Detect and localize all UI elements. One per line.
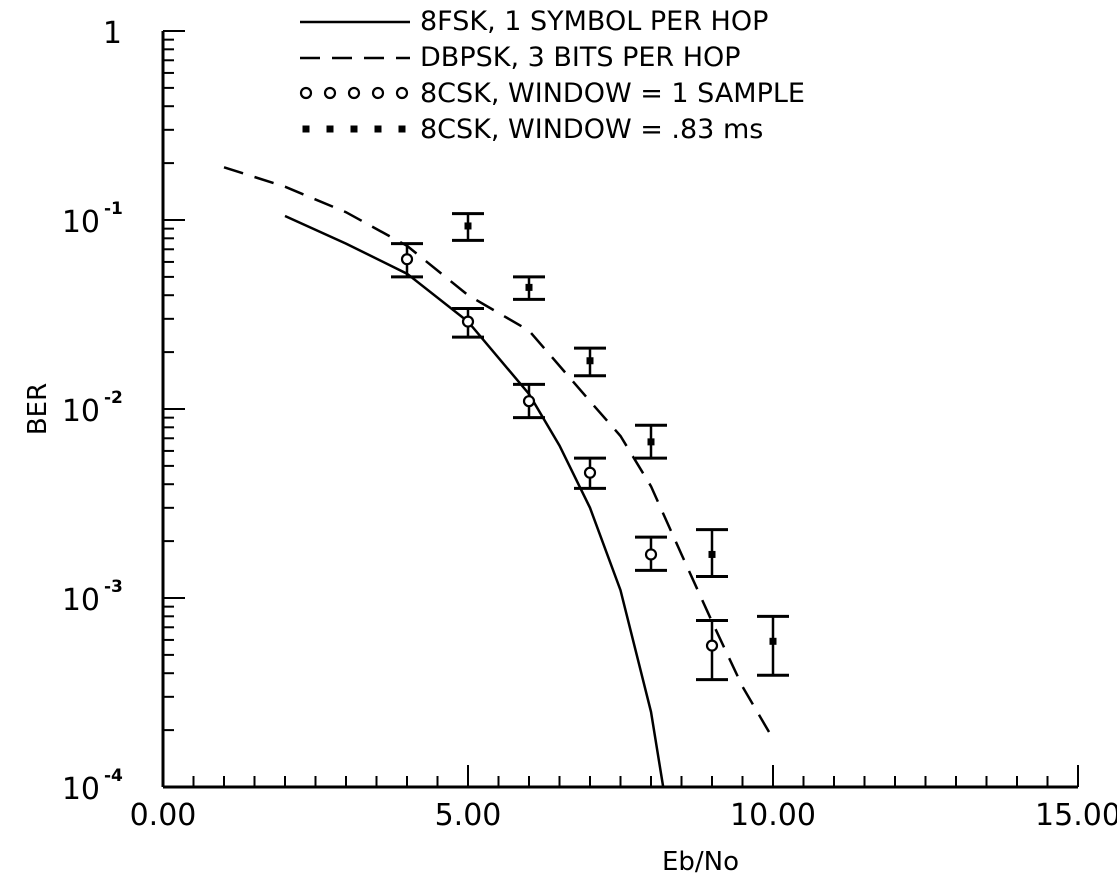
legend-swatch-circle bbox=[347, 86, 361, 100]
y-tick-base: 10 bbox=[62, 205, 100, 240]
data-point-star bbox=[708, 550, 716, 558]
legend-label: 8CSK, WINDOW = 1 SAMPLE bbox=[420, 78, 805, 109]
data-point-circle bbox=[705, 639, 719, 652]
legend-swatch-star bbox=[302, 125, 310, 133]
legend-label: 8CSK, WINDOW = .83 ms bbox=[420, 114, 763, 145]
legend-swatch-circle bbox=[371, 86, 385, 100]
data-point-star bbox=[647, 438, 655, 446]
x-tick-label: 0.00 bbox=[130, 798, 197, 833]
y-axis-label: BER bbox=[23, 383, 53, 435]
x-axis-label: Eb/No bbox=[662, 847, 739, 877]
data-point-star bbox=[586, 357, 594, 365]
legend-swatch-circle bbox=[395, 86, 409, 100]
y-tick-exponent: -4 bbox=[104, 766, 123, 786]
data-point-circle bbox=[461, 315, 475, 328]
y-tick-base: 10 bbox=[62, 772, 100, 807]
x-tick-label: 5.00 bbox=[435, 798, 502, 833]
data-point-star bbox=[464, 222, 472, 230]
legend-swatch-star bbox=[350, 125, 358, 133]
data-point-circle bbox=[644, 548, 658, 561]
y-tick-base: 1 bbox=[103, 16, 122, 51]
x-tick-label: 10.00 bbox=[730, 798, 816, 833]
legend-swatch-star bbox=[326, 125, 334, 133]
y-tick-exponent: -1 bbox=[104, 199, 123, 219]
legend-label: DBPSK, 3 BITS PER HOP bbox=[420, 42, 741, 73]
data-point-circle bbox=[522, 395, 536, 408]
data-point-star bbox=[525, 283, 533, 291]
series-line-8fsk bbox=[284, 214, 665, 788]
data-point-circle bbox=[583, 466, 597, 479]
legend-swatch-star bbox=[398, 125, 406, 133]
legend-swatch-circle bbox=[299, 86, 313, 100]
y-tick-base: 10 bbox=[62, 394, 100, 429]
series-line-dbpsk bbox=[223, 166, 775, 740]
y-tick-exponent: -2 bbox=[104, 388, 123, 408]
legend-swatch-circle bbox=[323, 86, 337, 100]
data-point-star bbox=[769, 637, 777, 645]
data-point-circle bbox=[400, 253, 414, 266]
y-tick-base: 10 bbox=[62, 583, 100, 618]
series-layer bbox=[223, 166, 789, 788]
legend-label: 8FSK, 1 SYMBOL PER HOP bbox=[420, 6, 768, 37]
legend: 8FSK, 1 SYMBOL PER HOP DBPSK, 3 BITS PER … bbox=[299, 6, 805, 145]
y-tick-exponent: -3 bbox=[104, 577, 123, 597]
x-tick-label: 15.00 bbox=[1035, 798, 1117, 833]
legend-swatch-star bbox=[374, 125, 382, 133]
